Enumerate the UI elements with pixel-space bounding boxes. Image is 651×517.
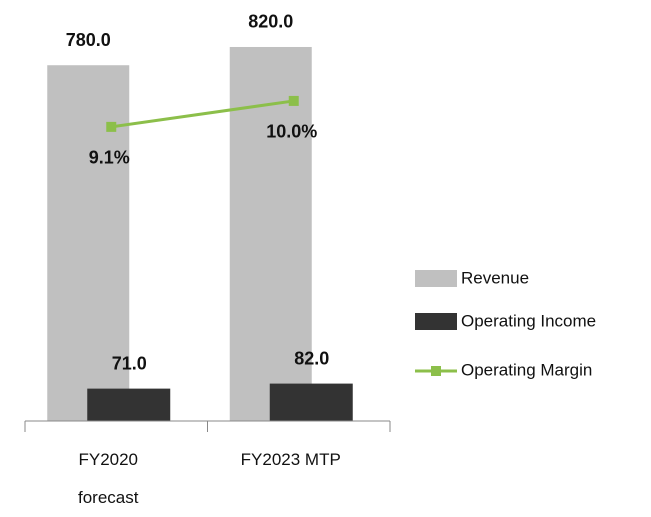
legend-swatch (415, 270, 457, 287)
page: 780.0 820.0 71.0 82.0 9.1% 10.0% Revenue Operat… (24, 11, 597, 507)
value-label: 9.1% (89, 148, 130, 168)
bar (87, 388, 171, 421)
legend-swatch (431, 366, 441, 376)
x-tick-label: FY2020 forecast (78, 450, 139, 507)
x-tick-label: FY2023 MTP (240, 450, 341, 469)
line-marker (106, 121, 117, 132)
bar (269, 383, 353, 421)
line-marker (288, 95, 299, 106)
legend-label: Operating Income (461, 311, 596, 330)
chart: 780.0 820.0 71.0 82.0 9.1% 10.0% Revenue Operat… (24, 12, 596, 432)
legend-label: Operating Margin (461, 360, 592, 379)
legend-label: Revenue (461, 268, 529, 287)
value-label: 10.0% (266, 122, 317, 142)
line (111, 99, 294, 129)
value-label: 780.0 (66, 30, 111, 50)
value-label: 820.0 (248, 12, 293, 32)
value-label: 82.0 (294, 348, 329, 368)
value-label: 71.0 (112, 353, 147, 373)
legend-swatch (415, 313, 457, 330)
